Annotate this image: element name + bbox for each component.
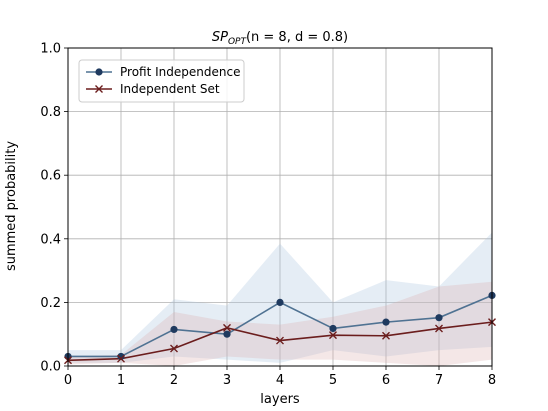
legend-marker-independent-set — [95, 85, 103, 93]
x-tick-label: 8 — [488, 373, 496, 388]
point-independent-set — [170, 344, 178, 353]
x-tick-label: 3 — [223, 373, 231, 388]
point-independent-set — [223, 323, 231, 332]
x-tick-label: 7 — [435, 373, 443, 388]
chart-title-subscript: OPT — [228, 37, 248, 47]
y-tick-label: 0.4 — [40, 232, 61, 247]
y-tick-label: 0.0 — [40, 360, 61, 375]
legend: Profit Independence Independent Set — [78, 59, 245, 103]
point-independent-set — [382, 331, 390, 340]
point-profit-independence — [117, 352, 125, 361]
point-independent-set — [117, 354, 125, 363]
point-profit-independence — [170, 325, 178, 334]
x-tick-label: 5 — [329, 373, 337, 388]
chart-title-args: (n = 8, d = 0.8) — [246, 30, 348, 45]
x-tick-label: 0 — [64, 373, 72, 388]
x-tick-label: 6 — [382, 373, 390, 388]
point-profit-independence — [382, 318, 390, 326]
point-independent-set — [276, 336, 284, 345]
y-tick-label: 0.8 — [40, 105, 61, 120]
y-axis-label: summed probability — [4, 141, 19, 271]
chart-title-prefix: SP — [212, 30, 228, 45]
x-tick-label: 1 — [117, 373, 125, 388]
legend-label-independent-set: Independent Set — [120, 82, 220, 96]
legend-marker-profit-independence — [95, 68, 103, 76]
point-independent-set — [435, 324, 443, 333]
x-tick-label: 2 — [170, 373, 178, 388]
y-tick-label: 0.6 — [40, 169, 61, 184]
band-independent-set — [68, 281, 492, 366]
point-profit-independence — [435, 314, 443, 322]
point-profit-independence — [329, 324, 337, 333]
x-tick-label: 4 — [276, 373, 284, 388]
legend-label-profit-independence: Profit Independence — [120, 65, 240, 79]
point-independent-set — [329, 331, 337, 340]
legend-box — [78, 59, 245, 103]
axis-ticks: 0 1 2 3 4 5 6 7 8 0.0 0.2 0.4 0.6 0.8 1.0 — [40, 42, 496, 389]
point-profit-independence — [223, 330, 231, 338]
x-axis-label: layers — [260, 392, 300, 407]
chart-title: SPOPT(n = 8, d = 0.8) — [212, 30, 348, 47]
y-tick-label: 1.0 — [40, 42, 61, 57]
point-profit-independence — [276, 298, 284, 306]
y-tick-label: 0.2 — [40, 296, 61, 311]
